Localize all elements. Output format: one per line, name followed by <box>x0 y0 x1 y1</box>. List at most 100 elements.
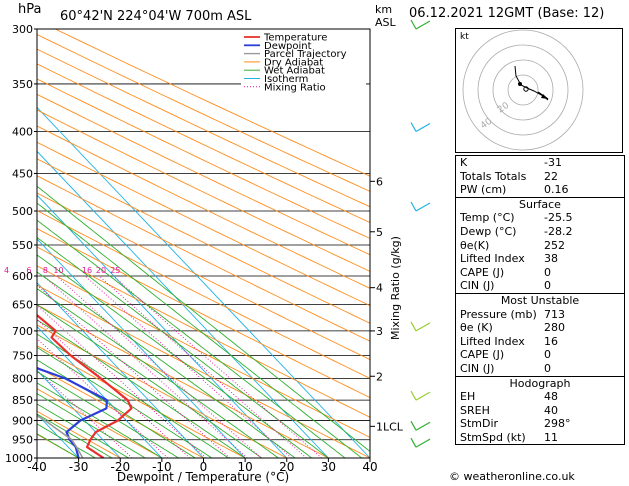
legend-entry: Mixing Ratio <box>264 82 326 93</box>
dry-adiabat-line <box>37 284 370 458</box>
hodo-label: SREH <box>460 403 490 417</box>
wet-adiabat-line <box>37 382 163 458</box>
wind-barbs <box>410 19 431 448</box>
date-label: 06.12.2021 12GMT (Base: 12) <box>409 6 605 21</box>
wet-adiabat-line <box>37 333 229 458</box>
dry-adiabat-line <box>37 34 370 192</box>
mu-value: 0 <box>544 348 551 362</box>
km-tick-label: 5 <box>376 226 383 239</box>
legend-entry: Wet Adiabat <box>264 66 325 77</box>
pressure-tick-label: 750 <box>12 350 33 363</box>
dry-adiabat-line <box>37 125 370 289</box>
pressure-tick-label: 950 <box>12 434 33 447</box>
hodograph-stats-title: Hodograph <box>456 375 624 391</box>
wet-adiabat-line <box>37 304 263 458</box>
surface-title: Surface <box>456 196 624 212</box>
pressure-tick-label: 850 <box>12 394 33 407</box>
legend-entry: Dry Adiabat <box>264 57 323 68</box>
wind-barb <box>410 390 431 401</box>
dry-adiabat-line <box>37 210 370 379</box>
wind-barb <box>410 437 431 448</box>
surface-label: CIN (J) <box>460 279 495 293</box>
surface-value: 38 <box>544 252 558 266</box>
wind-barb <box>410 201 431 212</box>
mixing-ratio-line <box>37 369 133 458</box>
wind-barb-shaft <box>415 421 431 431</box>
hodograph-unit: kt <box>460 32 469 42</box>
mixing-ratio-label: 6 <box>26 266 31 275</box>
wind-barb-shaft <box>415 322 431 332</box>
km-tick-label: 2 <box>376 370 383 383</box>
dry-adiabat-line <box>37 93 370 256</box>
surface-value: 0 <box>544 279 551 293</box>
pressure-tick-label: 1000 <box>5 452 33 465</box>
isotherm-line <box>37 194 288 458</box>
pressure-tick-label: 600 <box>12 270 33 283</box>
wet-adiabat-line <box>37 346 213 458</box>
surface-label: CAPE (J) <box>460 265 505 279</box>
surface-label: Lifted Index <box>460 252 525 266</box>
dry-adiabat-line <box>37 410 121 458</box>
copyright: © weatheronline.co.uk <box>449 470 575 483</box>
temperature-tick-label: -20 <box>110 460 130 474</box>
diagram-grid <box>37 29 370 458</box>
temperature-tick-label: 40 <box>362 460 377 474</box>
most-unstable-title: Most Unstable <box>456 292 624 308</box>
mixing-ratio-axis-label: Mixing Ratio (g/kg) <box>389 236 402 340</box>
dry-adiabat-line <box>37 63 370 224</box>
surface-value: -25.5 <box>544 211 573 225</box>
location-title: 60°42'N 224°04'W 700m ASL <box>60 9 252 24</box>
hodo-label: StmDir <box>460 417 499 431</box>
mixing-ratio-line <box>37 304 207 458</box>
temperature-tick-label: 30 <box>321 460 336 474</box>
dry-adiabat-line <box>37 109 370 272</box>
dry-adiabat-line <box>37 228 370 399</box>
surface-value: -28.2 <box>544 224 573 238</box>
legend-entry: Dewpoint <box>264 41 312 52</box>
isotherm-line <box>37 325 163 458</box>
pressure-tick-label: 500 <box>12 205 33 218</box>
mu-value: 0 <box>544 361 551 375</box>
index-label: K <box>460 156 468 169</box>
mixing-ratio-label: 10 <box>53 266 63 275</box>
temperature-tick-label: 10 <box>237 460 252 474</box>
wind-barb-flag <box>410 437 417 448</box>
surface-label: Temp (°C) <box>460 211 515 225</box>
wet-adiabat-line <box>37 271 296 458</box>
hodo-label: StmSpd (kt) <box>460 430 526 444</box>
mixing-ratio-label: 20 <box>96 266 106 275</box>
mixing-ratio-line <box>37 284 231 458</box>
mixing-ratio-line <box>37 318 191 458</box>
hodo-value: 298° <box>544 417 571 431</box>
isotherm-line <box>37 238 246 458</box>
hodo-value: 11 <box>544 430 558 444</box>
mixing-ratio-line <box>37 338 169 458</box>
mixing-ratio-label: 8 <box>43 266 48 275</box>
index-label: Totals Totals <box>460 169 527 183</box>
mu-label: CIN (J) <box>460 361 495 375</box>
wind-barb-shaft <box>415 391 431 401</box>
wind-barb-flag <box>410 321 417 332</box>
series-line-2 <box>37 414 84 458</box>
pressure-tick-label: 800 <box>12 373 33 386</box>
dry-adiabat-line <box>37 388 163 458</box>
hodograph: kt 20 40 <box>455 28 623 153</box>
pressure-tick-label: 400 <box>12 126 33 139</box>
wind-barb <box>410 420 431 431</box>
series-line-0 <box>37 313 133 458</box>
x-axis-label: Dewpoint / Temperature (°C) <box>117 470 289 484</box>
axes: 1234681016202530035040045050055060065070… <box>4 23 404 474</box>
dry-adiabat-line <box>37 158 370 324</box>
asl-unit-label: ASL <box>375 16 397 29</box>
wind-barb-flag <box>410 420 417 431</box>
wind-barb-flag <box>410 390 417 401</box>
pressure-tick-label: 300 <box>12 23 33 36</box>
pressure-tick-label: 350 <box>12 78 33 91</box>
hodo-value: 40 <box>544 403 558 417</box>
wind-barb-shaft <box>415 202 431 212</box>
dry-adiabat-line <box>37 175 370 342</box>
hodo-value: 48 <box>544 390 558 404</box>
wind-barb-flag <box>410 122 417 132</box>
